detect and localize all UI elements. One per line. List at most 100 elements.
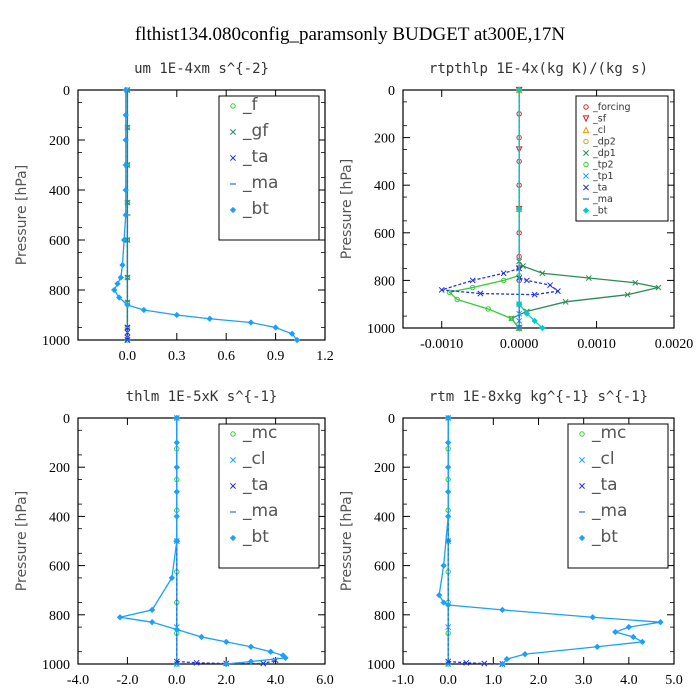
data-point — [122, 186, 129, 194]
y-tick-label: 400 — [374, 510, 395, 525]
data-point — [515, 205, 523, 213]
data-point — [206, 315, 213, 322]
data-point — [523, 310, 531, 317]
data-point — [173, 464, 180, 471]
legend-box — [218, 423, 320, 569]
data-point — [515, 301, 523, 308]
data-point — [445, 439, 452, 446]
series-line-bt — [435, 414, 664, 668]
legend-label: _ta — [242, 147, 269, 167]
x-tick-label: 0.0000 — [500, 337, 539, 352]
legend-label: _f — [242, 95, 259, 115]
data-point — [445, 513, 452, 520]
data-point — [122, 86, 129, 94]
y-tick-label: 400 — [374, 179, 395, 194]
data-point — [624, 291, 631, 298]
legend-marker — [583, 161, 589, 168]
series-path — [518, 90, 543, 329]
x-tick-label: 0.3 — [168, 349, 186, 364]
data-point — [516, 310, 523, 317]
series-path — [438, 418, 661, 665]
legend-label: _bt — [242, 527, 269, 547]
data-point — [168, 574, 176, 582]
data-point — [515, 86, 523, 94]
y-tick-label: 200 — [374, 461, 395, 476]
y-tick-label: 0 — [63, 412, 70, 427]
x-tick-label: 2.0 — [217, 673, 235, 688]
legend-label: _ta — [242, 475, 269, 495]
y-tick-label: 1000 — [367, 322, 395, 337]
x-tick-label: 4.0 — [267, 673, 285, 688]
legend-marker — [230, 129, 236, 135]
legend-marker — [582, 115, 590, 123]
data-point — [445, 488, 452, 495]
x-tick-label: 0.0 — [168, 673, 186, 688]
y-tick-label: 200 — [49, 134, 70, 149]
legend-label: _ma — [592, 194, 613, 205]
series-line-ta — [438, 265, 561, 298]
y-tick-label: 1000 — [367, 658, 395, 673]
data-point — [140, 306, 148, 314]
y-axis-label: Pressure [hPa] — [339, 159, 355, 259]
panel-title: rtm 1E-8xkg kg^{-1} s^{-1} — [429, 389, 648, 405]
y-axis-label: Pressure [hPa] — [14, 165, 30, 265]
data-point — [657, 619, 664, 626]
y-tick-label: 200 — [49, 461, 70, 476]
series-line-bt — [515, 86, 546, 332]
y-tick-label: 800 — [374, 274, 395, 289]
data-point — [173, 439, 180, 446]
legend-label: _bt — [242, 199, 269, 219]
legend-box — [575, 95, 669, 222]
data-point — [531, 317, 538, 325]
series-path — [441, 267, 560, 296]
data-point — [122, 111, 129, 119]
y-tick-label: 800 — [374, 609, 395, 624]
legend-label: _cl — [242, 449, 266, 469]
data-point — [630, 633, 637, 641]
legend-marker — [229, 206, 237, 214]
legend-marker — [579, 457, 585, 463]
data-point — [116, 294, 123, 301]
y-axis-label: Pressure [hPa] — [339, 491, 355, 591]
series-path — [448, 660, 503, 665]
x-tick-label: -2.0 — [116, 673, 138, 688]
y-tick-label: 400 — [49, 184, 70, 199]
legend-label: _ta — [591, 475, 618, 495]
legend-marker — [229, 534, 237, 542]
legend-marker — [230, 457, 236, 463]
data-point — [247, 658, 255, 665]
y-tick-label: 400 — [49, 510, 70, 525]
data-point — [223, 660, 230, 668]
data-point — [539, 270, 546, 277]
legend-label: _cl — [591, 449, 615, 469]
panel-title: thlm 1E-5xK s^{-1} — [126, 389, 278, 405]
data-point — [531, 291, 538, 298]
data-point — [500, 270, 507, 277]
legend-label: _ma — [242, 173, 278, 193]
x-tick-label: 4.0 — [620, 673, 638, 688]
data-point — [445, 464, 452, 471]
x-tick-label: 2.0 — [530, 673, 548, 688]
data-point — [562, 298, 569, 305]
data-point — [445, 624, 452, 631]
data-point — [485, 306, 491, 312]
legend: _forcing_sf_cl_dp2_dp1_tp2_tp1_ta_ma_bt — [575, 95, 669, 222]
data-point — [173, 626, 180, 633]
data-point — [288, 330, 296, 337]
data-point — [111, 286, 118, 294]
data-point — [119, 261, 126, 269]
data-point — [293, 336, 301, 344]
data-point — [173, 513, 180, 520]
data-point — [445, 601, 452, 609]
data-point — [223, 638, 230, 646]
plot-frame — [402, 89, 675, 329]
legend-label: _dp1 — [592, 148, 616, 159]
data-point — [193, 659, 200, 666]
legend-marker — [230, 103, 236, 109]
legend-box — [218, 95, 320, 241]
x-tick-label: 0.0 — [439, 673, 457, 688]
legend-label: _ma — [242, 501, 278, 521]
legend-label: _tp2 — [592, 160, 614, 171]
legend-marker — [230, 431, 236, 437]
x-tick-label: 0.9 — [267, 349, 285, 364]
